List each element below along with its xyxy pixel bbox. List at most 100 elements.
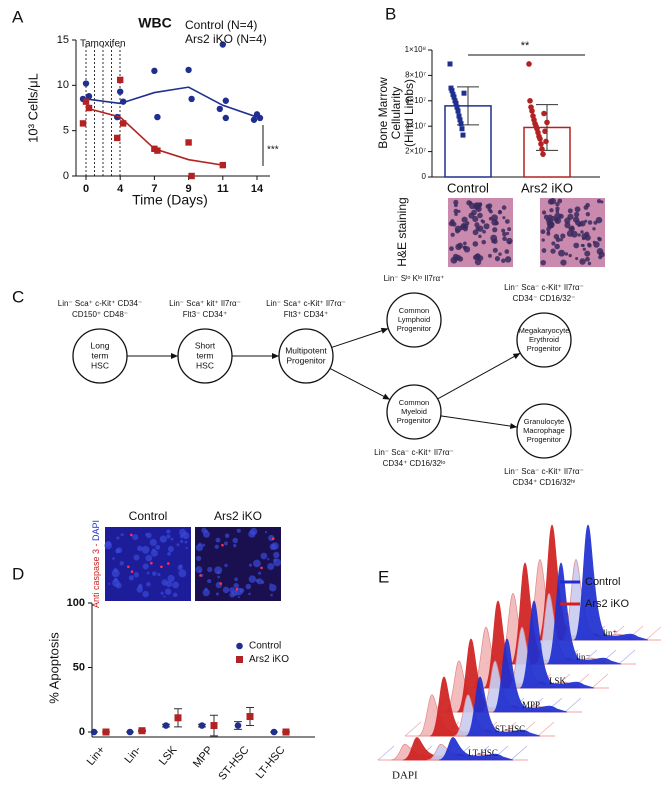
panel-letter: B bbox=[385, 4, 396, 23]
data-point bbox=[544, 119, 550, 126]
data-point bbox=[222, 97, 229, 104]
data-point bbox=[542, 128, 548, 135]
he-nucleus bbox=[579, 220, 586, 227]
node-label: Progenitor bbox=[286, 355, 325, 365]
he-nucleus bbox=[574, 206, 581, 213]
dapi-spot bbox=[264, 531, 268, 534]
he-nucleus bbox=[540, 259, 546, 266]
he-nucleus bbox=[482, 229, 486, 234]
he-nucleus bbox=[595, 216, 603, 224]
arrow-head bbox=[380, 327, 389, 334]
he-nucleus bbox=[557, 198, 563, 204]
legend-label: Control (N=4) bbox=[185, 18, 257, 32]
he-nucleus bbox=[487, 253, 492, 258]
he-nucleus bbox=[568, 226, 573, 232]
he-nucleus bbox=[480, 219, 484, 223]
dapi-spot bbox=[150, 549, 158, 557]
dapi-spot bbox=[184, 540, 188, 544]
node-label: Progenitor bbox=[397, 416, 432, 425]
dapi-spot bbox=[164, 588, 172, 595]
x-tick-label: LT-HSC bbox=[254, 744, 288, 781]
significance: ** bbox=[521, 40, 530, 52]
y-tick-label: 15 bbox=[57, 34, 69, 46]
he-nucleus bbox=[567, 213, 574, 220]
data-point bbox=[543, 138, 549, 145]
y-axis-label: (Hind Limbs) bbox=[402, 79, 416, 147]
he-nucleus bbox=[585, 256, 590, 262]
he-nucleus bbox=[567, 208, 573, 214]
he-nucleus bbox=[477, 212, 483, 219]
dapi-spot bbox=[155, 544, 161, 550]
he-nucleus bbox=[474, 222, 480, 228]
dapi-spot bbox=[267, 562, 275, 571]
caspase-spot bbox=[235, 587, 239, 591]
he-nucleus bbox=[498, 252, 502, 256]
caspase-spot bbox=[150, 561, 153, 565]
he-nucleus bbox=[558, 249, 566, 257]
data-point bbox=[117, 88, 124, 95]
marker-label: Lin⁻ Sca⁻ c-Kit⁺ Il7rα⁻ bbox=[504, 283, 584, 292]
he-nucleus bbox=[598, 255, 603, 260]
data-point bbox=[451, 94, 457, 100]
he-nucleus bbox=[587, 220, 593, 225]
y-tick-label: 0 bbox=[79, 726, 85, 738]
dapi-spot bbox=[142, 563, 149, 570]
he-nucleus bbox=[564, 252, 569, 256]
he-nucleus bbox=[582, 247, 587, 251]
he-nucleus bbox=[584, 250, 591, 257]
histogram-peak bbox=[573, 524, 649, 641]
he-nucleus bbox=[506, 231, 510, 235]
row-label: lin⁻ bbox=[576, 652, 591, 662]
dapi-spot bbox=[166, 534, 171, 539]
dapi-spot bbox=[167, 551, 171, 556]
legend-label: Ars2 iKO bbox=[249, 654, 289, 665]
image-label: Control bbox=[129, 509, 168, 523]
x-tick-label: Lin- bbox=[123, 744, 144, 766]
dapi-spot bbox=[176, 543, 180, 547]
marker-label: CD34⁻ CD16/32⁻ bbox=[513, 294, 576, 303]
dapi-spot bbox=[146, 582, 151, 587]
he-nucleus bbox=[461, 216, 468, 223]
node-label: term bbox=[197, 350, 214, 360]
dapi-spot bbox=[146, 571, 150, 575]
dapi-spot bbox=[248, 592, 251, 596]
he-nucleus bbox=[450, 232, 455, 237]
data-point bbox=[538, 141, 544, 147]
he-nucleus bbox=[555, 206, 560, 211]
data-point bbox=[540, 151, 546, 157]
node-label: Long bbox=[91, 340, 110, 350]
y-tick-label: 50 bbox=[73, 661, 85, 673]
node bbox=[386, 384, 442, 440]
he-nucleus bbox=[453, 208, 459, 214]
he-nucleus bbox=[457, 256, 464, 262]
dapi-spot bbox=[253, 559, 261, 568]
dapi-spot bbox=[166, 529, 171, 534]
he-nucleus bbox=[581, 236, 586, 241]
data-point bbox=[185, 139, 192, 146]
data-point bbox=[539, 146, 545, 152]
data-point bbox=[210, 722, 218, 730]
he-nucleus bbox=[560, 259, 567, 266]
x-tick-label: 14 bbox=[251, 183, 264, 195]
node bbox=[386, 292, 442, 348]
dapi-spot bbox=[269, 543, 277, 551]
he-nucleus bbox=[551, 241, 556, 246]
he-nucleus bbox=[555, 202, 560, 207]
he-nucleus bbox=[573, 211, 580, 218]
dapi-spot bbox=[163, 595, 166, 598]
image-title-part: Anti caspase 3 - bbox=[91, 543, 101, 608]
dapi-spot bbox=[120, 533, 124, 537]
dapi-spot bbox=[224, 541, 229, 546]
dapi-spot bbox=[142, 590, 149, 598]
dapi-spot bbox=[195, 544, 204, 552]
data-point bbox=[185, 66, 192, 74]
he-nucleus bbox=[489, 209, 493, 214]
image-label: Ars2 iKO bbox=[214, 509, 262, 523]
he-nucleus bbox=[472, 241, 479, 247]
dapi-spot bbox=[138, 583, 143, 589]
caspase-spot bbox=[260, 566, 263, 570]
dapi-spot bbox=[141, 546, 150, 554]
x-tick-label: Control bbox=[447, 180, 489, 195]
data-point bbox=[461, 90, 467, 96]
he-nucleus bbox=[555, 209, 560, 214]
